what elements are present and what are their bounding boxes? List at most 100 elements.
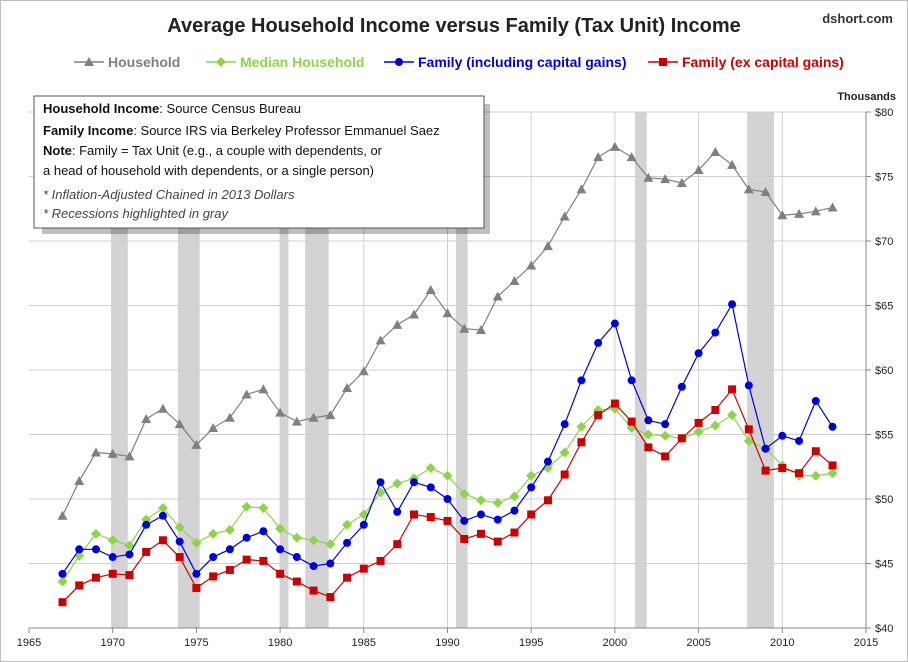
point-median-household-1980 — [275, 523, 286, 534]
point-household-1969 — [90, 447, 101, 457]
point-family-including-capital-gains-1995 — [527, 483, 536, 492]
point-family-including-capital-gains-1986 — [376, 478, 385, 487]
point-family-ex-capital-gains-1969 — [91, 573, 100, 582]
point-family-ex-capital-gains-2006 — [711, 405, 720, 414]
point-median-household-1973 — [157, 503, 168, 514]
point-family-including-capital-gains-2009 — [761, 444, 770, 453]
point-median-household-1989 — [425, 463, 436, 474]
point-family-ex-capital-gains-1986 — [376, 556, 385, 565]
point-household-1973 — [157, 403, 168, 413]
point-household-2003 — [660, 174, 671, 184]
point-family-ex-capital-gains-2002 — [644, 443, 653, 452]
point-family-including-capital-gains-2002 — [644, 416, 653, 425]
point-median-household-2013 — [827, 468, 838, 479]
point-family-including-capital-gains-2001 — [627, 376, 636, 385]
point-family-including-capital-gains-1991 — [460, 516, 469, 525]
point-household-1980 — [275, 407, 286, 417]
note-note-rest: : Family = Tax Unit (e.g., a couple with… — [72, 143, 383, 158]
point-family-ex-capital-gains-2012 — [811, 447, 820, 456]
point-household-2000 — [609, 141, 620, 151]
point-household-1989 — [425, 285, 436, 295]
point-family-ex-capital-gains-1987 — [393, 540, 402, 549]
point-household-1967 — [57, 510, 68, 520]
point-household-2008 — [743, 184, 754, 194]
point-household-2004 — [676, 177, 687, 187]
point-family-ex-capital-gains-1967 — [58, 598, 67, 607]
point-household-1974 — [174, 419, 185, 429]
point-family-ex-capital-gains-1996 — [543, 496, 552, 505]
x-tick-label-5: 1990 — [435, 637, 459, 649]
point-household-1975 — [191, 439, 202, 449]
point-median-household-2008 — [743, 435, 754, 446]
point-median-household-1967 — [57, 576, 68, 587]
y-tick-label-8: $80 — [875, 107, 893, 119]
axes: 1965 1970 1975 1980 1985 1990 1995 2000 2005 2010… — [17, 107, 894, 649]
legend-marker-median-household — [216, 57, 226, 67]
point-median-household-2006 — [710, 420, 721, 431]
point-family-including-capital-gains-1999 — [594, 338, 603, 347]
point-household-1999 — [593, 152, 604, 162]
point-family-including-capital-gains-2006 — [711, 328, 720, 337]
point-household-1970 — [107, 448, 118, 458]
point-household-1982 — [308, 412, 319, 422]
point-family-ex-capital-gains-1998 — [577, 438, 586, 447]
point-household-2011 — [794, 208, 805, 218]
point-family-including-capital-gains-1984 — [343, 538, 352, 547]
point-household-2002 — [643, 172, 654, 182]
point-household-1985 — [358, 366, 369, 376]
series-family-ex-capital-gains — [58, 385, 837, 607]
point-median-household-1990 — [442, 470, 453, 481]
point-family-including-capital-gains-2011 — [795, 436, 804, 445]
point-median-household-1984 — [342, 519, 353, 530]
x-tick-label-3: 1980 — [268, 637, 292, 649]
point-family-ex-capital-gains-2013 — [828, 461, 837, 470]
point-family-including-capital-gains-1985 — [359, 520, 368, 529]
point-family-including-capital-gains-2008 — [744, 381, 753, 390]
source-label: dshort.com — [822, 11, 893, 26]
point-household-1996 — [542, 241, 553, 251]
x-tick-label-4: 1985 — [352, 637, 376, 649]
point-median-household-2005 — [693, 426, 704, 437]
point-family-ex-capital-gains-1994 — [510, 528, 519, 537]
point-median-household-1969 — [90, 528, 101, 539]
y-tick-label-6: $70 — [875, 236, 893, 248]
point-family-ex-capital-gains-1984 — [343, 573, 352, 582]
x-tick-label-0: 1965 — [17, 637, 41, 649]
point-family-ex-capital-gains-1968 — [75, 581, 84, 590]
point-family-including-capital-gains-1992 — [476, 510, 485, 519]
point-family-including-capital-gains-1997 — [560, 420, 569, 429]
legend-item-household: Household — [74, 54, 180, 70]
point-household-1991 — [459, 323, 470, 333]
x-tick-label-2: 1975 — [184, 637, 208, 649]
point-family-including-capital-gains-2004 — [677, 382, 686, 391]
point-family-ex-capital-gains-1995 — [527, 510, 536, 519]
point-family-ex-capital-gains-1971 — [125, 571, 134, 580]
point-household-1997 — [559, 211, 570, 221]
point-household-2009 — [760, 186, 771, 196]
point-household-1988 — [409, 309, 420, 319]
point-family-including-capital-gains-2010 — [778, 431, 787, 440]
point-family-including-capital-gains-1998 — [577, 376, 586, 385]
point-household-2013 — [827, 202, 838, 212]
chart-title: Average Household Income versus Family (… — [167, 15, 741, 37]
point-family-including-capital-gains-2000 — [610, 319, 619, 328]
point-household-2006 — [710, 146, 721, 156]
x-tick-label-6: 1995 — [519, 637, 543, 649]
point-family-ex-capital-gains-1993 — [493, 537, 502, 546]
point-family-including-capital-gains-2013 — [828, 422, 837, 431]
point-family-ex-capital-gains-2007 — [728, 385, 737, 394]
point-household-2010 — [777, 210, 788, 220]
point-family-ex-capital-gains-1991 — [460, 534, 469, 543]
point-family-ex-capital-gains-2009 — [761, 466, 770, 475]
series-group — [57, 141, 838, 607]
point-median-household-1991 — [459, 488, 470, 499]
point-median-household-1970 — [107, 535, 118, 546]
legend-label-household: Household — [108, 54, 180, 70]
point-family-including-capital-gains-2007 — [728, 300, 737, 309]
point-family-including-capital-gains-1974 — [175, 537, 184, 546]
point-family-ex-capital-gains-1983 — [326, 593, 335, 602]
point-median-household-1976 — [208, 528, 219, 539]
note-line-recessions: * Recessions highlighted in gray — [43, 206, 229, 221]
x-tick-label-10: 2015 — [854, 637, 878, 649]
point-median-household-1982 — [308, 535, 319, 546]
